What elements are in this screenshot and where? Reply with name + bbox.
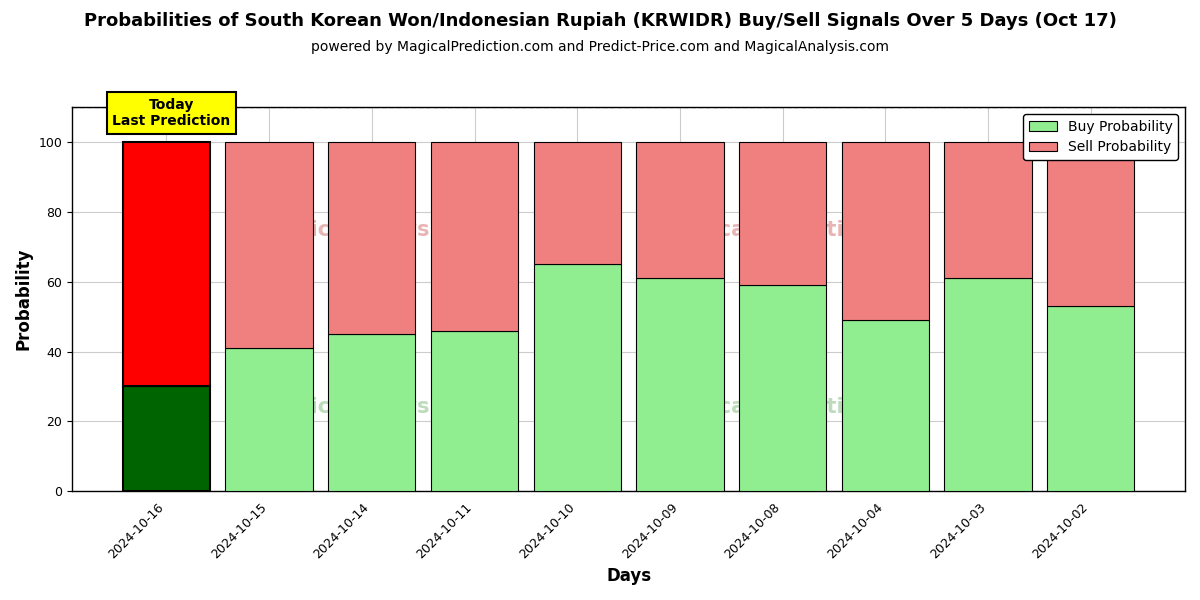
Bar bbox=[431, 142, 518, 331]
Bar bbox=[122, 142, 210, 386]
Bar bbox=[841, 320, 929, 491]
Text: MagicalAnalysis.com: MagicalAnalysis.com bbox=[262, 220, 506, 240]
Text: MagicalPrediction.com: MagicalPrediction.com bbox=[662, 397, 929, 417]
Text: powered by MagicalPrediction.com and Predict-Price.com and MagicalAnalysis.com: powered by MagicalPrediction.com and Pre… bbox=[311, 40, 889, 54]
Text: Probabilities of South Korean Won/Indonesian Rupiah (KRWIDR) Buy/Sell Signals Ov: Probabilities of South Korean Won/Indone… bbox=[84, 12, 1116, 30]
Bar bbox=[122, 386, 210, 491]
Bar bbox=[841, 142, 929, 320]
Bar bbox=[636, 142, 724, 278]
Bar bbox=[534, 264, 620, 491]
Bar bbox=[1048, 142, 1134, 306]
Text: Today
Last Prediction: Today Last Prediction bbox=[113, 98, 230, 128]
Bar bbox=[944, 278, 1032, 491]
Bar bbox=[1048, 306, 1134, 491]
Bar bbox=[226, 142, 313, 348]
Bar bbox=[328, 142, 415, 334]
Bar bbox=[944, 142, 1032, 278]
Bar bbox=[636, 278, 724, 491]
Bar bbox=[226, 348, 313, 491]
Bar bbox=[328, 334, 415, 491]
X-axis label: Days: Days bbox=[606, 567, 652, 585]
Bar bbox=[534, 142, 620, 264]
Bar bbox=[431, 331, 518, 491]
Text: MagicalAnalysis.com: MagicalAnalysis.com bbox=[262, 397, 506, 417]
Legend: Buy Probability, Sell Probability: Buy Probability, Sell Probability bbox=[1024, 114, 1178, 160]
Bar bbox=[739, 285, 827, 491]
Bar bbox=[739, 142, 827, 285]
Y-axis label: Probability: Probability bbox=[16, 248, 34, 350]
Text: MagicalPrediction.com: MagicalPrediction.com bbox=[662, 220, 929, 240]
